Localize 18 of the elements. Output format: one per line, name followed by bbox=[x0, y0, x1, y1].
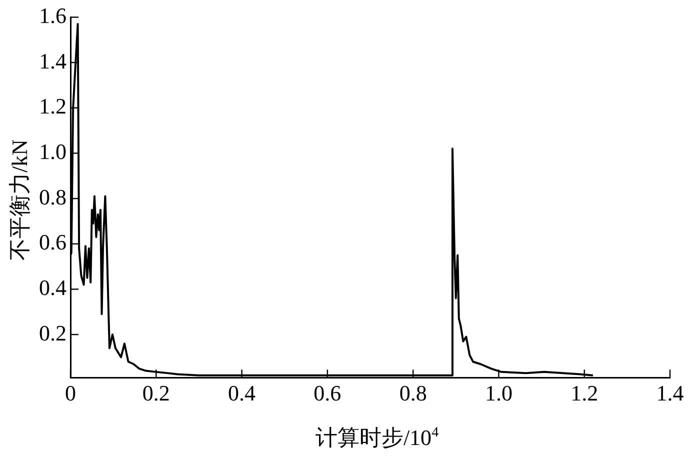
x-axis-title: 计算时步/10$^{4}$ bbox=[315, 424, 439, 452]
x-tick-label: 0.8 bbox=[399, 380, 427, 406]
y-tick-label: 0.4 bbox=[39, 274, 66, 300]
x-tick-label: 1.0 bbox=[484, 380, 512, 406]
x-tick-label: 1.2 bbox=[570, 380, 598, 406]
x-tick-label: 0.2 bbox=[142, 380, 170, 406]
y-tick-label: 1.0 bbox=[39, 138, 66, 164]
y-tick-label: 1.2 bbox=[39, 94, 66, 119]
y-tick-label: 0.2 bbox=[39, 320, 66, 346]
x-tick-label: 1.4 bbox=[656, 380, 684, 406]
x-tick-label: 0.6 bbox=[314, 380, 342, 406]
x-tick-label: 0 bbox=[65, 380, 76, 406]
x-tick-label: 0.4 bbox=[228, 380, 256, 406]
y-axis-title: 不平衡力/kN bbox=[6, 140, 33, 260]
y-tick-label: 1.6 bbox=[39, 2, 66, 28]
y-tick-label: 1.4 bbox=[39, 48, 66, 74]
y-tick-label: 0.8 bbox=[39, 184, 66, 210]
y-tick-label: 0.6 bbox=[39, 230, 66, 255]
